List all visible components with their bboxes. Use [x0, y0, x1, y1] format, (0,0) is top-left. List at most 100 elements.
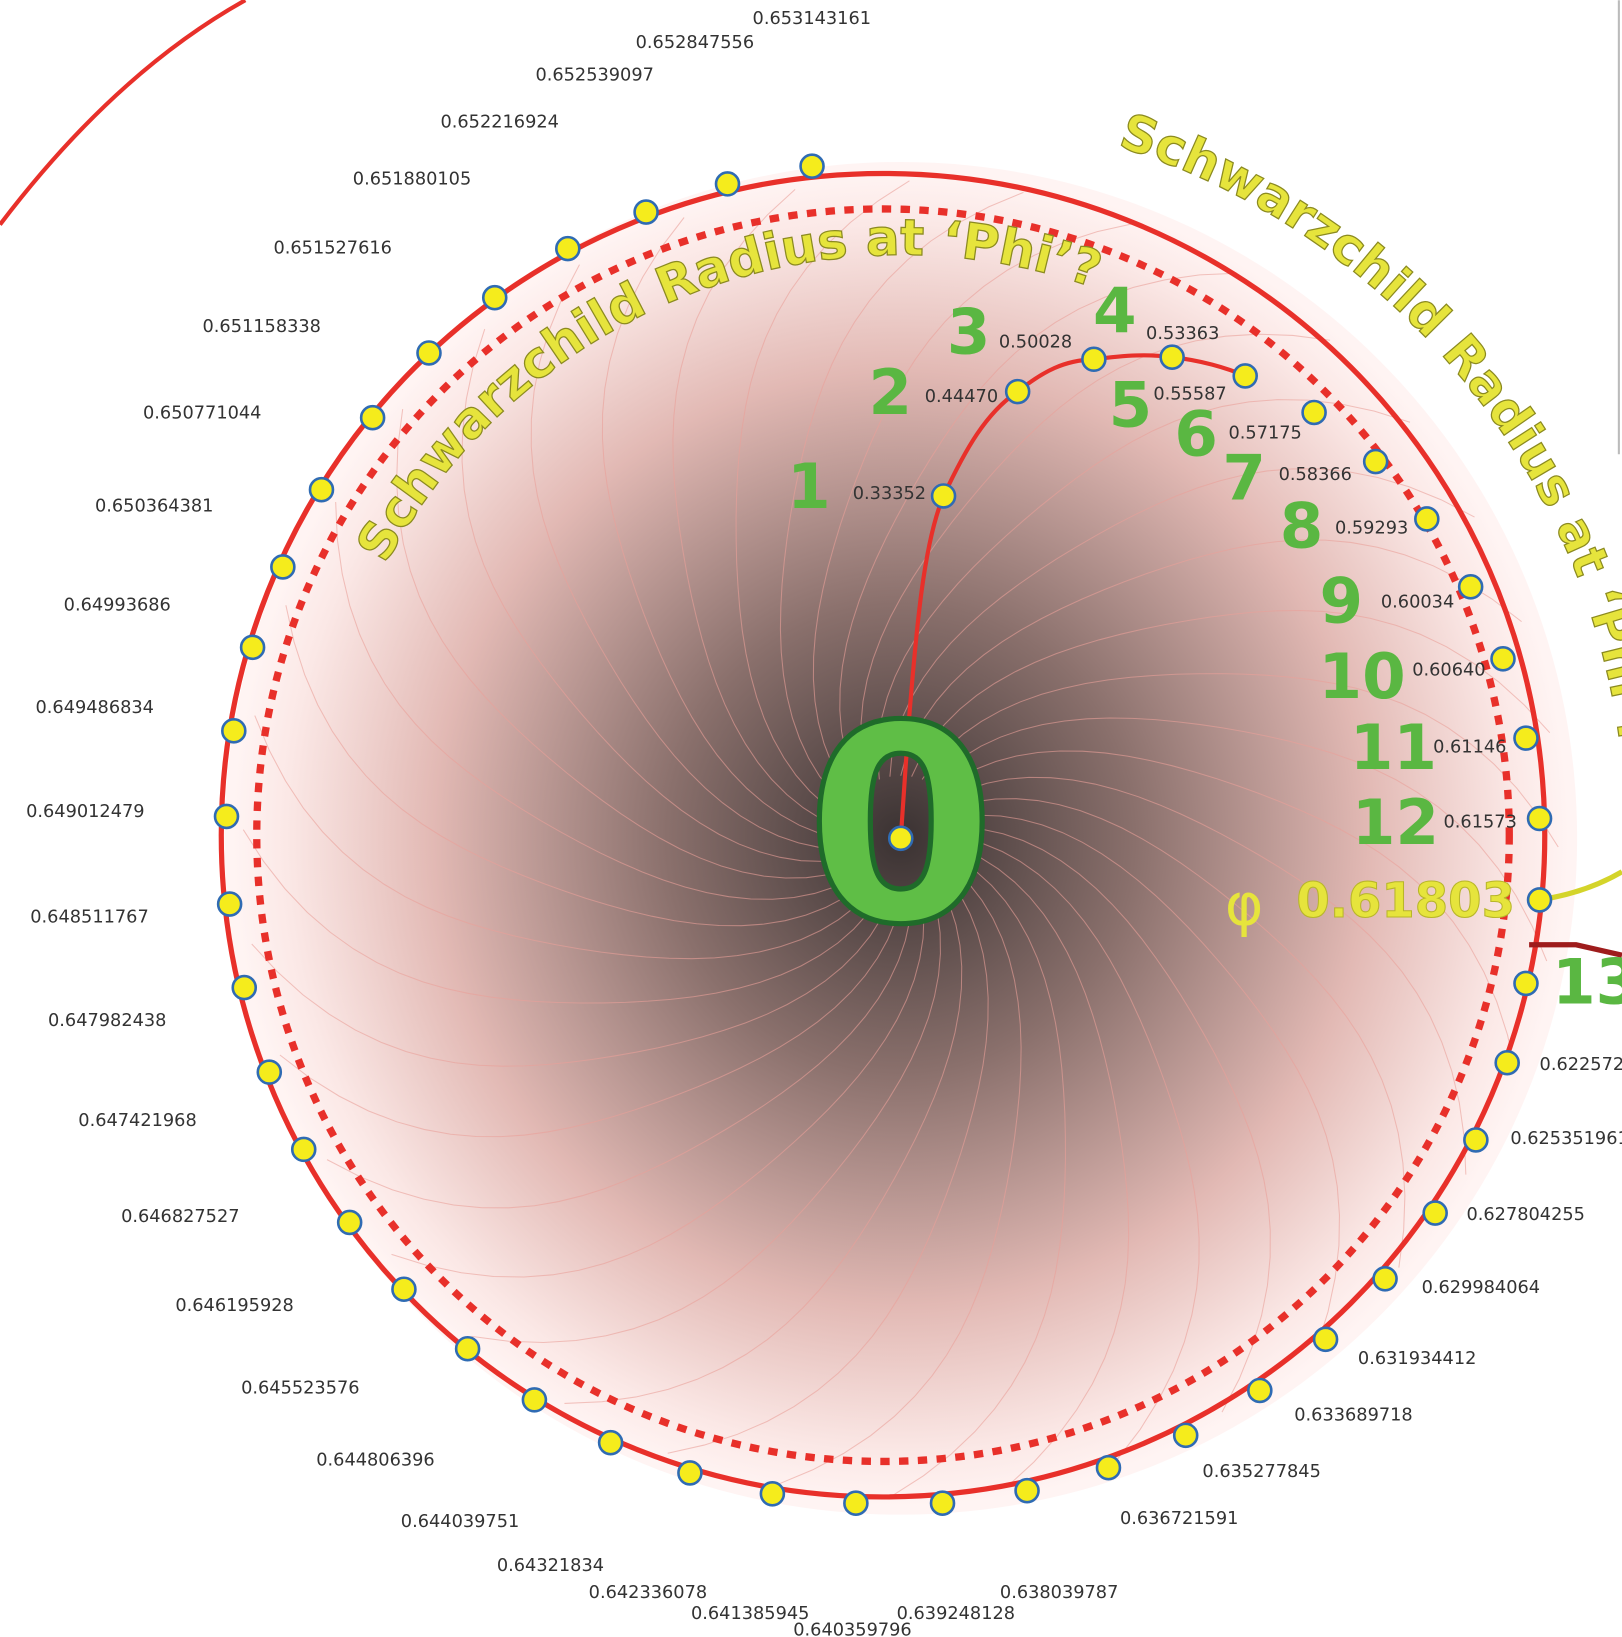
- point-dot: [1082, 348, 1105, 371]
- point-dot: [1303, 401, 1326, 424]
- outer-label: 0.650771044: [143, 404, 261, 424]
- point-value: 0.61146: [1433, 738, 1506, 758]
- outer-label: 0.64993686: [64, 596, 171, 616]
- point-dot: [222, 719, 245, 742]
- point-dot: [392, 1278, 415, 1301]
- center-dot: [889, 827, 912, 850]
- phi-symbol: φ: [1225, 870, 1264, 938]
- point-dot: [716, 172, 739, 195]
- outer-label: 0.636721591: [1120, 1509, 1238, 1529]
- outer-label: 0.647982438: [48, 1011, 166, 1031]
- point-dot: [218, 893, 241, 916]
- outer-label: 0.648511767: [30, 908, 148, 928]
- point-dot: [233, 976, 256, 999]
- point-dot: [483, 286, 506, 309]
- phi-value: 0.61803: [1296, 873, 1515, 929]
- outer-label: 0.642336078: [589, 1583, 707, 1603]
- point-value: 0.61573: [1444, 813, 1517, 833]
- point-value: 0.53363: [1146, 324, 1219, 344]
- point-index: 3: [947, 295, 991, 368]
- point-dot: [456, 1337, 479, 1360]
- point-dot: [599, 1431, 622, 1454]
- point-13: 13: [1552, 946, 1622, 1019]
- point-dot: [801, 155, 824, 178]
- point-dot: [1496, 1051, 1519, 1074]
- point-dot: [931, 1492, 954, 1515]
- point-value: 0.57175: [1229, 423, 1302, 443]
- outer-label: 0.640359796: [793, 1621, 911, 1637]
- point-dot: [635, 201, 658, 224]
- point-index: 2: [869, 356, 913, 429]
- point-dot: [1016, 1479, 1039, 1502]
- point-index: 1: [787, 450, 831, 523]
- outer-label: 0.652539097: [535, 65, 653, 85]
- point-dot: [1492, 647, 1515, 670]
- outer-label: 0.647421968: [78, 1111, 196, 1131]
- outer-label: 0.646195928: [175, 1296, 293, 1316]
- page: Schwarzchild Radius at ‘Phi’? Schwarzchi…: [0, 0, 1622, 1637]
- point-dot: [1374, 1267, 1397, 1290]
- point-dot: [215, 805, 238, 828]
- outer-label: 0.651158338: [202, 317, 320, 337]
- outer-label: 0.644806396: [316, 1450, 434, 1470]
- outer-label: 0.652216924: [440, 112, 558, 132]
- outer-label: 0.629984064: [1422, 1278, 1540, 1298]
- point-dot: [1006, 380, 1029, 403]
- point-dot: [1174, 1424, 1197, 1447]
- outer-label: 0.651880105: [353, 170, 471, 190]
- point-index: 11: [1350, 711, 1437, 784]
- point-dot: [1424, 1202, 1447, 1225]
- point-dot: [361, 406, 384, 429]
- point-dot: [1234, 364, 1257, 387]
- outer-label: 0.641385945: [691, 1604, 809, 1624]
- point-value: 0.50028: [999, 333, 1072, 353]
- point-dot: [1514, 972, 1537, 995]
- point-dot: [1459, 575, 1482, 598]
- outer-label: 0.64321834: [497, 1556, 604, 1576]
- point-value: 0.33352: [853, 484, 926, 504]
- point-dot: [1364, 450, 1387, 473]
- point-dot: [1248, 1379, 1271, 1402]
- point-dot: [1514, 727, 1537, 750]
- point-dot: [1528, 807, 1551, 830]
- outer-label: 0.635277845: [1202, 1462, 1320, 1482]
- point-value: 0.59293: [1335, 518, 1408, 538]
- outer-label: 0.639248128: [897, 1604, 1015, 1624]
- point-dot: [523, 1388, 546, 1411]
- point-dot: [1528, 888, 1551, 911]
- outer-arc: [0, 0, 245, 224]
- outer-label: 0.645523576: [241, 1378, 359, 1398]
- point-dot: [338, 1211, 361, 1234]
- outer-label: 0.638039787: [1000, 1583, 1118, 1603]
- point-index: 4: [1093, 274, 1137, 347]
- point-value: 0.60034: [1381, 592, 1454, 612]
- point-index: 5: [1109, 368, 1153, 441]
- point-index: 10: [1319, 640, 1406, 713]
- point-dot: [241, 636, 264, 659]
- point-value: 0.58366: [1279, 465, 1352, 485]
- outer-label: 0.627804255: [1466, 1205, 1584, 1225]
- point-dot: [310, 478, 333, 501]
- point-dot: [761, 1482, 784, 1505]
- diagram: Schwarzchild Radius at ‘Phi’? Schwarzchi…: [0, 0, 1622, 1637]
- point-index: 6: [1174, 398, 1218, 471]
- point-value: 0.60640: [1412, 660, 1485, 680]
- outer-label: 0.650364381: [95, 496, 213, 516]
- point-dot: [678, 1461, 701, 1484]
- point-dot: [1464, 1128, 1487, 1151]
- point-dot: [258, 1061, 281, 1084]
- point-dot: [418, 342, 441, 365]
- outer-label: 0.649012479: [26, 802, 144, 822]
- point-index: 7: [1222, 441, 1266, 514]
- point-dot: [1161, 346, 1184, 369]
- outer-label: 0.653143161: [753, 9, 871, 29]
- outer-label: 0.625351961: [1510, 1129, 1622, 1149]
- point-dot: [556, 237, 579, 260]
- outer-label: 0.6225726: [1540, 1055, 1622, 1075]
- outer-label: 0.644039751: [401, 1512, 519, 1532]
- point-index: 12: [1352, 786, 1439, 859]
- outer-label: 0.649486834: [35, 698, 153, 718]
- outer-label: 0.646827527: [121, 1207, 239, 1227]
- outer-label: 0.652847556: [636, 33, 754, 53]
- point-dot: [271, 555, 294, 578]
